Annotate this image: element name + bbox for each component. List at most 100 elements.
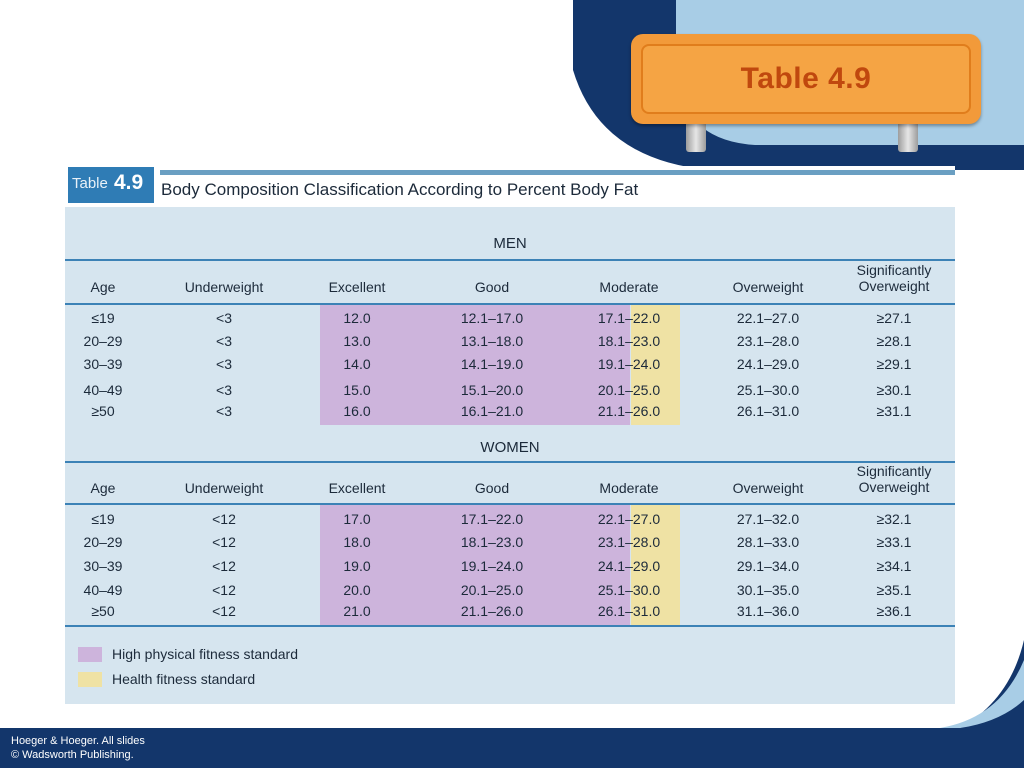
men-table-cell: 15.0 <box>343 382 371 398</box>
men-table-cell: 25.1–30.0 <box>736 382 800 398</box>
women-table-cell: ≥32.1 <box>876 511 912 527</box>
women-health-fitness-band <box>631 504 680 625</box>
footer-credit: Hoeger & Hoeger. All slides © Wadsworth … <box>11 734 145 762</box>
table-panel: Table 4.9 Body Composition Classificatio… <box>65 166 955 704</box>
men-table-cell: 22.1–27.0 <box>736 310 800 326</box>
footer-bar <box>0 728 1024 768</box>
men-table-cell: 12.1–17.0 <box>460 310 524 326</box>
sign-title: Table 4.9 <box>740 62 872 95</box>
men-header-rule-top <box>65 259 955 261</box>
women-table-cell: 25.1–30.0 <box>597 582 661 598</box>
women-table-cell: <12 <box>212 534 236 550</box>
men-table-cell: 13.0 <box>343 333 371 349</box>
women-table-cell: 40–49 <box>83 582 123 598</box>
table-badge-number: 4.9 <box>114 171 144 194</box>
men-table-cell: ≥27.1 <box>876 310 912 326</box>
men-table-cell: 19.1–24.0 <box>597 356 661 372</box>
men-column-header: Underweight <box>184 279 264 295</box>
men-column-header: Good <box>474 279 510 295</box>
women-table-cell: 24.1–29.0 <box>597 558 661 574</box>
women-table-cell: ≥35.1 <box>876 582 912 598</box>
footer-credit-line1: Hoeger & Hoeger. All slides <box>11 735 145 747</box>
men-table-cell: <3 <box>216 356 232 372</box>
women-high-fitness-band <box>320 504 630 625</box>
women-column-header: Excellent <box>328 480 386 496</box>
men-table-cell: 26.1–31.0 <box>736 403 800 419</box>
women-table-cell: 19.0 <box>343 558 371 574</box>
legend-swatch <box>78 647 102 662</box>
table-badge: Table 4.9 <box>68 167 154 203</box>
men-table-cell: ≥28.1 <box>876 333 912 349</box>
men-high-fitness-band <box>320 304 630 425</box>
women-table-cell: <12 <box>212 511 236 527</box>
women-table-cell: ≤19 <box>91 511 115 527</box>
title-sign: Table 4.9 <box>631 34 981 124</box>
women-column-header: Underweight <box>184 480 264 496</box>
women-table-cell: 20.1–25.0 <box>460 582 524 598</box>
men-table-cell: 21.1–26.0 <box>597 403 661 419</box>
men-table-cell: 12.0 <box>343 310 371 326</box>
women-table-cell: 22.1–27.0 <box>597 511 661 527</box>
men-column-header: Moderate <box>599 279 659 295</box>
women-table-cell: ≥36.1 <box>876 603 912 619</box>
men-table-cell: 24.1–29.0 <box>736 356 800 372</box>
women-table-cell: 17.1–22.0 <box>460 511 524 527</box>
women-table-cell: 20–29 <box>83 534 123 550</box>
men-column-header: Significantly Overweight <box>856 262 932 294</box>
men-table-cell: 40–49 <box>83 382 123 398</box>
women-header-rule-bottom <box>65 503 955 505</box>
men-table-cell: ≥31.1 <box>876 403 912 419</box>
sign-post-left <box>686 118 706 152</box>
men-column-header: Overweight <box>732 279 804 295</box>
men-table-cell: ≥30.1 <box>876 382 912 398</box>
men-table-cell: 17.1–22.0 <box>597 310 661 326</box>
men-section-title: MEN <box>493 235 527 252</box>
women-column-header: Significantly Overweight <box>856 463 932 495</box>
women-table-cell: 29.1–34.0 <box>736 558 800 574</box>
men-table-cell: 20–29 <box>83 333 123 349</box>
table-badge-word: Table <box>72 175 108 192</box>
sign-post-right <box>898 118 918 152</box>
women-table-cell: 18.0 <box>343 534 371 550</box>
men-table-cell: 23.1–28.0 <box>736 333 800 349</box>
men-health-fitness-band <box>631 304 680 425</box>
women-table-cell: 30–39 <box>83 558 123 574</box>
women-table-cell: 23.1–28.0 <box>597 534 661 550</box>
men-header-rule-bottom <box>65 303 955 305</box>
women-table-cell: ≥33.1 <box>876 534 912 550</box>
footer-credit-line2: © Wadsworth Publishing. <box>11 749 134 761</box>
men-table-cell: ≤19 <box>91 310 115 326</box>
women-table-cell: 21.0 <box>343 603 371 619</box>
women-table-cell: 30.1–35.0 <box>736 582 800 598</box>
men-table-cell: 16.1–21.0 <box>460 403 524 419</box>
women-table-cell: <12 <box>212 603 236 619</box>
men-table-cell: <3 <box>216 333 232 349</box>
men-table-cell: 14.1–19.0 <box>460 356 524 372</box>
men-table-cell: 20.1–25.0 <box>597 382 661 398</box>
women-column-header: Moderate <box>599 480 659 496</box>
men-table-cell: <3 <box>216 403 232 419</box>
men-table-cell: <3 <box>216 382 232 398</box>
women-column-header: Overweight <box>732 480 804 496</box>
women-table-cell: 28.1–33.0 <box>736 534 800 550</box>
table-title: Body Composition Classification Accordin… <box>161 180 639 199</box>
men-table-cell: 13.1–18.0 <box>460 333 524 349</box>
women-table-cell: 26.1–31.0 <box>597 603 661 619</box>
men-table-cell: 30–39 <box>83 356 123 372</box>
men-table-cell: <3 <box>216 310 232 326</box>
men-table-cell: 18.1–23.0 <box>597 333 661 349</box>
men-table-cell: 15.1–20.0 <box>460 382 524 398</box>
legend-label: Health fitness standard <box>112 671 256 687</box>
men-column-header: Age <box>90 279 116 295</box>
legend-label: High physical fitness standard <box>112 646 298 662</box>
men-table-cell: ≥29.1 <box>876 356 912 372</box>
women-table-cell: 19.1–24.0 <box>460 558 524 574</box>
women-table-cell: <12 <box>212 558 236 574</box>
women-table-cell: ≥34.1 <box>876 558 912 574</box>
women-table-cell: 18.1–23.0 <box>460 534 524 550</box>
women-table-cell: 20.0 <box>343 582 371 598</box>
legend-swatch <box>78 672 102 687</box>
women-table-cell: ≥50 <box>91 603 115 619</box>
men-column-header: Excellent <box>328 279 386 295</box>
table-bottom-rule <box>65 625 955 627</box>
